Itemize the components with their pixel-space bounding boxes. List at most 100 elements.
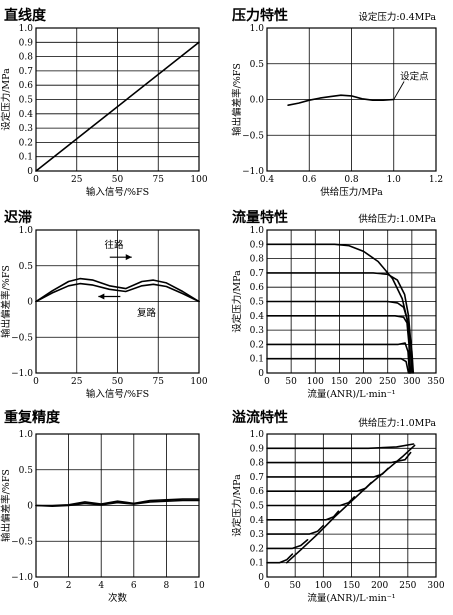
y-tick-label: 0 [27,298,33,308]
x-tick-label: 300 [427,581,444,591]
series-line-5 [266,496,356,507]
y-tick-label: 0 [258,573,264,583]
y-tick-label: 0.5 [250,298,265,308]
x-tick-label: 25 [71,175,83,185]
chart-p2: 压力特性 设定压力:0.4MPa 0.4 0.6 0.8 1.0 1.2 −1.0 −0.5 0.… [231,7,443,198]
y-tick-label: 0.2 [19,138,33,148]
series-line-2 [35,499,200,508]
y-tick-label: 0.3 [19,124,34,134]
chart-title: 直线度 [4,7,47,24]
y-tick-label: 0.5 [19,466,34,476]
x-tick-label: 1.0 [387,175,402,185]
x-tick-label: 0 [264,581,270,591]
y-tick-label: 1.0 [250,430,265,440]
y-axis-label: 设定压力/MPa [0,68,12,131]
chart-title: 重复精度 [4,409,61,426]
x-tick-label: 10 [193,581,205,591]
chart-p3: 迟滞 0 25 50 75 100 −1.0 −0.5 0 0.5 1.0 输入信号/%FS 输出偏差率… [0,209,208,400]
y-tick-label: −0.5 [11,333,33,343]
x-axis-label: 输入信号/%FS [86,388,149,400]
y-axis-label: 设定压力/MPa [231,474,243,537]
y-tick-label: 0.7 [19,67,34,77]
y-tick-label: 0.3 [250,530,265,540]
y-tick-label: 0.2 [250,544,264,554]
x-tick-label: 100 [307,377,324,387]
y-tick-label: 0.4 [250,516,265,526]
x-tick-label: 2 [66,581,72,591]
x-tick-label: 150 [331,377,348,387]
series-line-1 [35,277,200,303]
y-tick-label: 0.2 [250,340,264,350]
x-axis-label: 次数 [108,592,128,604]
x-tick-label: 8 [164,581,170,591]
chart-note: 供给压力:1.0MPa [358,213,436,225]
x-tick-label: 250 [399,581,416,591]
y-tick-label: −1.0 [11,573,33,583]
y-tick-label: 0.5 [19,96,34,106]
series-line-2 [35,282,200,303]
y-tick-label: 1.0 [19,430,34,440]
y-tick-label: 1.0 [19,24,34,34]
series-line-2 [266,272,413,374]
x-tick-label: 50 [289,581,301,591]
x-tick-label: 0.6 [302,175,317,185]
y-tick-label: 0.6 [250,283,265,293]
x-tick-label: 200 [371,581,388,591]
series-line-4 [266,314,411,374]
x-axis-label: 流量(ANR)/L·min⁻¹ [307,388,395,400]
plot-frame [266,27,437,172]
y-axis-label: 输出偏差率/%FS [231,63,243,136]
y-tick-label: −1.0 [242,167,264,177]
chart-title: 压力特性 [232,7,288,24]
x-tick-label: 0.4 [260,175,275,185]
y-axis-label: 输出偏差率/%FS [0,469,12,542]
y-tick-label: 0.5 [250,60,265,70]
x-tick-label: 200 [355,377,372,387]
y-tick-label: 0 [27,502,33,512]
y-tick-label: 0.0 [250,96,265,106]
y-tick-label: 0.4 [250,312,265,322]
chart-p5: 重复精度 0 2 4 6 8 10 −1.0 −0.5 0 0.5 1.0 次数 输出偏差率/%FS [0,409,205,604]
y-tick-label: 0.8 [250,459,265,469]
y-tick-label: 0.8 [19,53,34,63]
x-tick-label: 0.8 [344,175,359,185]
chart-p1: 直线度 0 25 50 75 100 0 0.1 0.2 0.3 0.4 0.5 0.6 0.7 0.8 0.… [0,7,208,198]
series-line-4 [266,481,373,493]
annotation-arrow-head [98,293,105,300]
series-line-1 [35,41,200,172]
y-tick-label: 1.0 [250,226,265,236]
x-tick-label: 100 [315,581,332,591]
y-tick-label: 0 [258,369,264,379]
annotation-label: 设定点 [400,70,429,82]
series-line-3 [266,467,389,478]
x-tick-label: 100 [190,377,207,387]
x-tick-label: 6 [131,581,137,591]
chart-title: 流量特性 [232,209,288,226]
chart-title: 迟滞 [4,209,32,226]
y-tick-label: 0.1 [250,559,264,569]
x-tick-label: 350 [427,377,444,387]
y-tick-label: 0.5 [250,502,265,512]
x-tick-label: 75 [153,377,165,387]
y-tick-label: −0.5 [11,537,33,547]
x-axis-label: 输入信号/%FS [86,186,149,198]
chart-p6: 溢流特性 供给压力:1.0MPa 0 50 100 150 200 250 300 0 0.1 0.2… [231,409,445,604]
x-tick-label: 25 [71,377,83,387]
chart-title: 溢流特性 [232,409,288,426]
x-axis-label: 流量(ANR)/L·min⁻¹ [307,592,395,604]
plot-frame [35,27,200,172]
y-tick-label: 0.1 [19,153,33,163]
series-line-1 [287,94,395,106]
y-tick-label: 0.5 [19,262,34,272]
x-tick-label: 300 [403,377,420,387]
y-tick-label: 0.9 [250,444,265,454]
y-tick-label: 0.9 [19,38,34,48]
y-tick-label: 1.0 [19,226,34,236]
y-tick-label: 0 [27,167,33,177]
x-tick-label: 0 [264,377,270,387]
x-tick-label: 50 [285,377,297,387]
y-axis-label: 设定压力/MPa [231,270,243,333]
annotation-label: 复路 [137,307,157,319]
y-tick-label: 0.6 [19,81,34,91]
